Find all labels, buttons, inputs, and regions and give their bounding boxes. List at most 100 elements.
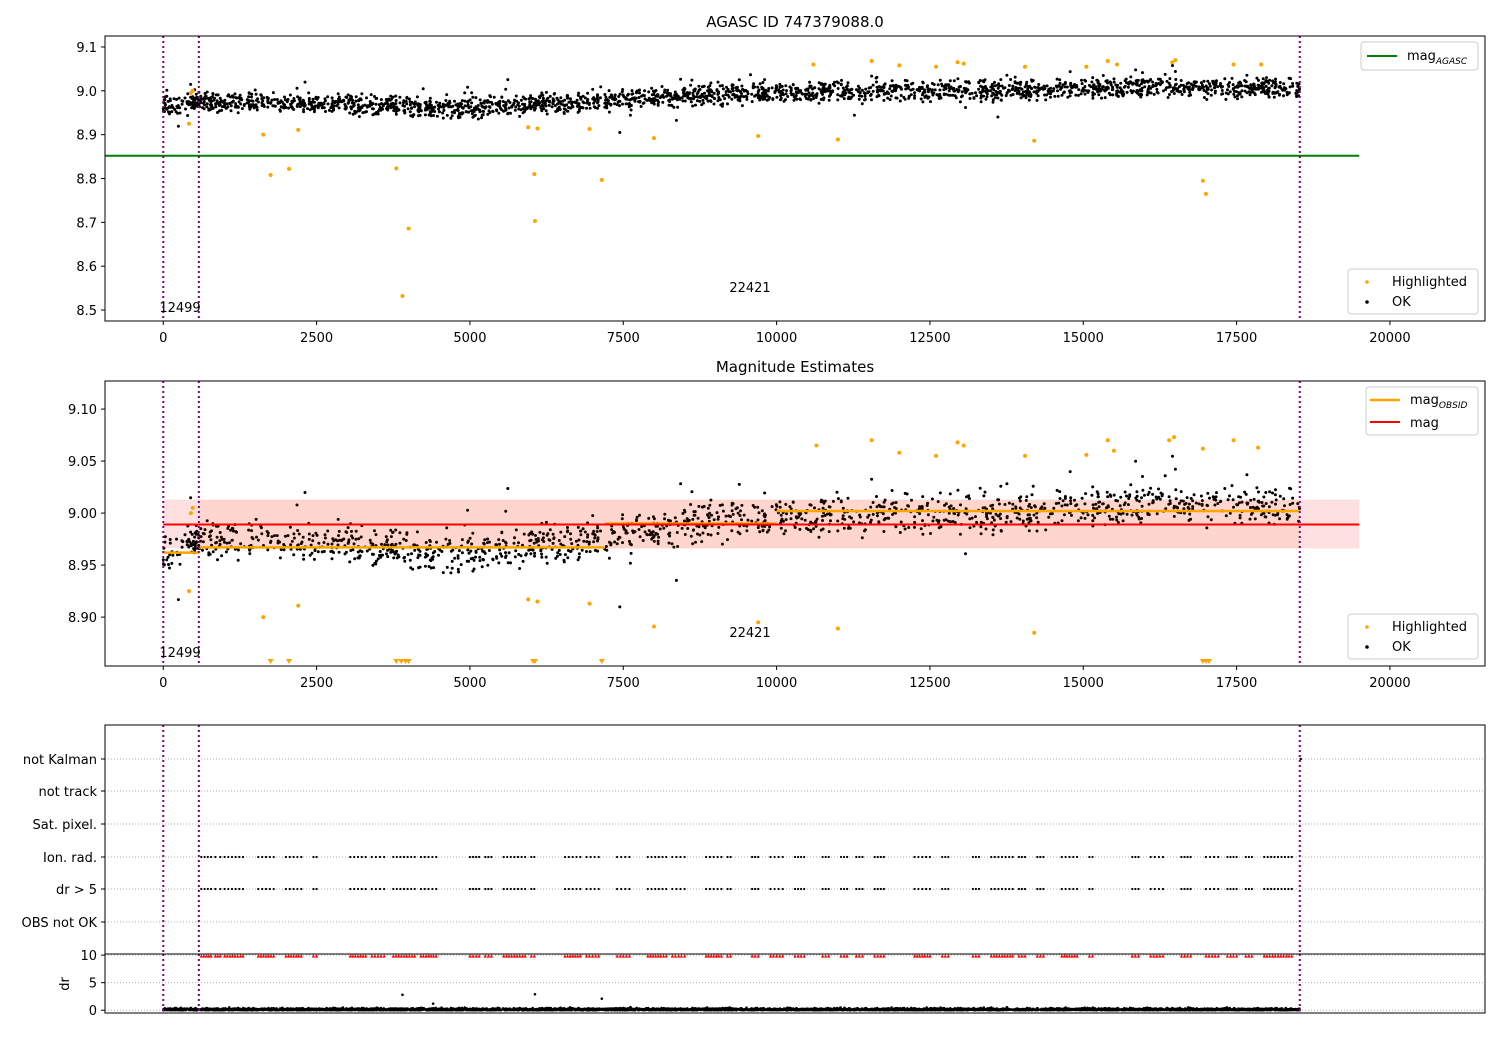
dr-outlier-point [600, 997, 604, 1000]
highlighted-point [811, 62, 816, 67]
offscale-marker [598, 659, 605, 664]
highlighted-point [1173, 58, 1178, 63]
flag-category-label: dr > 5 [56, 883, 97, 898]
flag-category-label: Sat. pixel. [33, 818, 97, 833]
x-tick-label: 12500 [909, 676, 950, 691]
panel1-legend-top: magAGASC [1360, 41, 1479, 71]
panel1-legend-ok: OK [1392, 295, 1411, 310]
highlighted-point [1084, 452, 1089, 457]
highlighted-point [835, 626, 840, 631]
highlighted-point [261, 132, 266, 137]
dr-outlier-point [401, 993, 404, 997]
highlighted-point [532, 172, 537, 177]
magnitude-estimates-panel: Magnitude Estimates 0 2500 5000 7500 10000 12… [68, 358, 1486, 691]
x-tick-label: 2500 [300, 676, 333, 691]
panel4-ylabel: dr [58, 977, 73, 991]
panel2-legend-mag-obsid: magOBSID [1410, 393, 1468, 411]
highlighted-point [526, 125, 531, 130]
y-tick-label: 8.90 [68, 611, 97, 626]
panel1-title: AGASC ID 747379088.0 [706, 13, 884, 31]
highlighted-point [756, 620, 761, 625]
flag-point [1299, 757, 1302, 761]
highlighted-point [599, 177, 604, 182]
highlighted-point [190, 505, 195, 510]
highlighted-point [934, 453, 939, 458]
highlighted-point [934, 64, 939, 69]
highlighted-point [1203, 191, 1208, 196]
highlighted-point [187, 589, 192, 594]
panel1-legend-bottom: Highlighted OK [1347, 268, 1479, 315]
highlighted-point [287, 166, 291, 171]
x-tick-label: 0 [159, 331, 167, 346]
highlighted-point [1172, 435, 1177, 440]
highlighted-point [1023, 453, 1027, 458]
y-tick-label: 5 [89, 977, 97, 992]
highlighted-point [961, 443, 966, 448]
highlighted-point [1170, 60, 1175, 65]
panel2-legend-bottom: Highlighted OK [1347, 613, 1479, 660]
highlighted-point [1231, 438, 1236, 443]
dr-outlier-point [431, 1002, 435, 1005]
panel2-legend-top: magOBSID mag [1365, 386, 1479, 436]
panel2-title: Magnitude Estimates [716, 358, 874, 376]
y-tick-label: 9.1 [76, 41, 97, 56]
highlighted-point [1084, 64, 1089, 69]
panel2-legend-ok: OK [1392, 640, 1411, 655]
y-tick-label: 8.95 [68, 559, 97, 574]
highlighted-point [1105, 438, 1110, 443]
highlighted-point [1023, 64, 1027, 69]
highlighted-point [188, 511, 193, 516]
x-tick-label: 0 [159, 676, 167, 691]
highlighted-point [1200, 178, 1205, 183]
highlighted-point [532, 219, 537, 224]
dr-clipped-markers [199, 954, 1294, 958]
ok-points [161, 454, 1302, 609]
highlighted-point [897, 63, 902, 68]
flags-panel: not Kalman not track Sat. pixel. Ion. rad. d… [22, 724, 1486, 955]
highlighted-point [526, 597, 531, 602]
x-tick-label: 20000 [1369, 676, 1410, 691]
x-tick-label: 7500 [607, 331, 640, 346]
panel2-plot-frame [104, 380, 1486, 667]
highlighted-point [869, 438, 874, 443]
panel1-legend-mag-agasc: magAGASC [1407, 49, 1468, 67]
x-tick-label: 15000 [1063, 331, 1104, 346]
x-tick-label: 10000 [756, 331, 797, 346]
x-tick-label: 20000 [1369, 331, 1410, 346]
highlighted-point [835, 137, 840, 142]
y-tick-label: 8.8 [76, 173, 97, 188]
agasc-magnitude-panel: AGASC ID 747379088.0 0 2500 5000 7500 10000 1… [76, 13, 1486, 346]
x-tick-label: 15000 [1063, 676, 1104, 691]
offscale-marker [531, 659, 538, 664]
highlighted-point [187, 121, 192, 126]
highlighted-point [296, 603, 301, 608]
highlighted-point [1032, 138, 1037, 143]
panel1-annotation-start: 12499 [159, 301, 200, 316]
flag-category-label: OBS not OK [22, 916, 98, 931]
highlighted-point [400, 294, 405, 299]
highlighted-point [1105, 58, 1110, 63]
highlighted-point [1115, 62, 1119, 67]
y-tick-label: 0 [89, 1004, 97, 1019]
flag-category-label: not track [38, 785, 97, 800]
highlighted-point [814, 443, 819, 448]
highlighted-point [897, 450, 902, 455]
panel1-legend-highlighted: Highlighted [1392, 275, 1467, 290]
y-tick-label: 8.7 [76, 216, 97, 231]
highlighted-point [1167, 438, 1172, 443]
highlighted-point [587, 126, 592, 131]
offscale-marker [286, 659, 292, 664]
offscale-marker [393, 659, 400, 664]
flag-category-label: Ion. rad. [43, 851, 97, 866]
highlighted-point [1032, 630, 1037, 635]
highlighted-point [535, 126, 540, 131]
y-tick-label: 10 [80, 949, 97, 964]
offscale-marker [398, 659, 405, 664]
highlighted-point [190, 88, 195, 93]
x-tick-label: 5000 [453, 331, 486, 346]
highlighted-point [651, 624, 656, 629]
offscale-marker [267, 659, 274, 664]
y-tick-label: 8.5 [76, 304, 97, 319]
x-tick-label: 17500 [1216, 676, 1257, 691]
